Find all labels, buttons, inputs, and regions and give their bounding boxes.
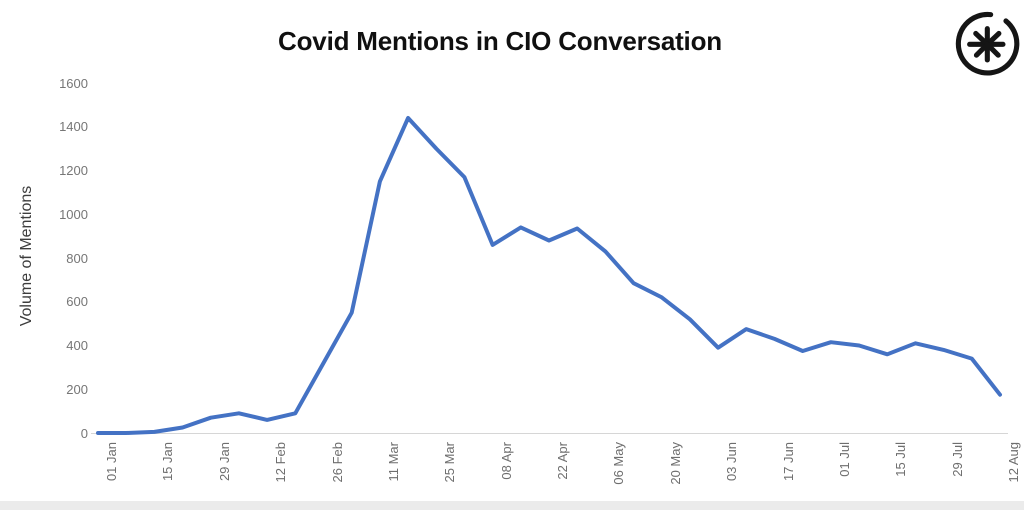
x-tick-label: 15 Jul xyxy=(893,442,909,477)
y-tick-label: 1600 xyxy=(59,75,88,91)
y-tick-label: 600 xyxy=(66,294,88,310)
company-logo xyxy=(954,6,1022,80)
x-tick-label: 26 Feb xyxy=(329,442,345,483)
x-tick-label: 01 Jul xyxy=(836,442,852,477)
x-tick-label: 03 Jun xyxy=(724,442,740,482)
y-tick-label: 1000 xyxy=(59,206,88,222)
x-tick-label: 12 Aug xyxy=(1006,442,1021,483)
x-tick-label: 11 Mar xyxy=(385,442,401,482)
x-tick-label: 20 May xyxy=(667,442,683,485)
y-tick-label: 0 xyxy=(80,425,88,441)
y-tick-label: 1200 xyxy=(59,163,88,178)
x-tick-label: 12 Feb xyxy=(273,442,289,483)
y-tick-label: 200 xyxy=(66,381,88,397)
x-tick-label: 08 Apr xyxy=(498,442,514,480)
x-tick-label: 22 Apr xyxy=(555,442,570,480)
x-tick-label: 29 Jan xyxy=(216,442,232,482)
x-tick-label: 15 Jan xyxy=(160,442,176,482)
covid-mentions-line xyxy=(96,116,1002,435)
x-tick-label: 06 May xyxy=(611,442,627,485)
x-tick-label: 25 Mar xyxy=(442,442,458,483)
y-tick-label: 400 xyxy=(66,338,88,353)
x-tick-label: 29 Jul xyxy=(949,442,965,477)
x-tick-label: 01 Jan xyxy=(104,442,119,482)
asterisk-circle-icon xyxy=(955,11,1020,76)
x-tick-label: 17 Jun xyxy=(780,442,796,482)
y-tick-label: 1400 xyxy=(59,119,88,135)
bottom-bar xyxy=(0,501,1024,510)
chart-title: Covid Mentions in CIO Conversation xyxy=(278,26,722,56)
y-tick-label: 800 xyxy=(66,250,88,266)
